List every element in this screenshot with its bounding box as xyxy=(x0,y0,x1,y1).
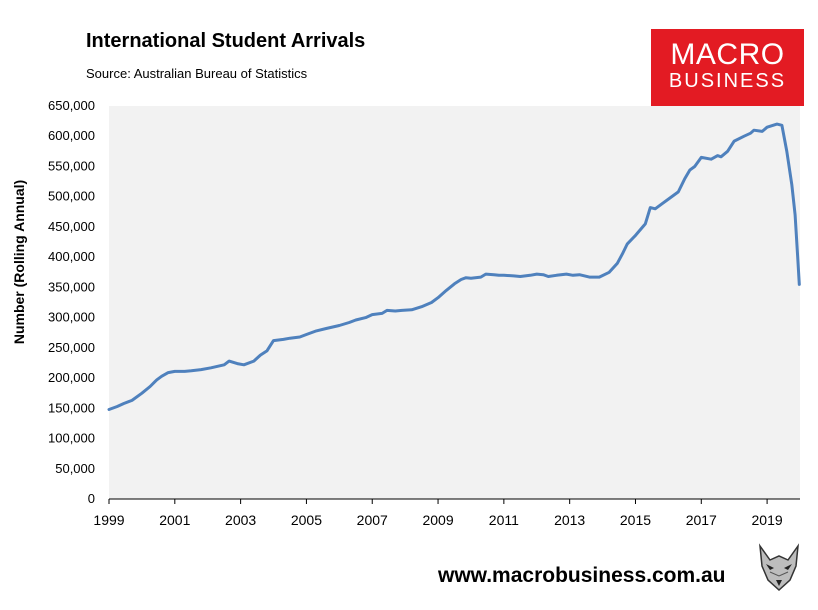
x-tick-label: 2007 xyxy=(357,512,388,528)
y-tick-label: 200,000 xyxy=(48,370,95,385)
y-tick-label: 250,000 xyxy=(48,340,95,355)
y-tick-label: 550,000 xyxy=(48,158,95,173)
y-tick-label: 150,000 xyxy=(48,400,95,415)
x-tick-label: 2001 xyxy=(159,512,190,528)
x-axis: 1999 2001 2003 2005 2007 2009 2011 2013 2015 2017… xyxy=(93,499,783,528)
x-tick-label: 2017 xyxy=(686,512,717,528)
series-line-student-arrivals xyxy=(107,122,801,411)
logo-line-1: MACRO xyxy=(670,38,785,71)
fox-icon xyxy=(756,542,802,594)
y-tick-label: 0 xyxy=(88,491,95,506)
logo-line-2: BUSINESS xyxy=(668,70,787,92)
y-tick-label: 600,000 xyxy=(48,128,95,143)
macrobusiness-logo: MACRO BUSINESS xyxy=(651,29,804,106)
x-tick-label: 2015 xyxy=(620,512,651,528)
x-tick-label: 1999 xyxy=(93,512,124,528)
y-tick-label: 400,000 xyxy=(48,249,95,264)
x-tick-label: 2019 xyxy=(752,512,783,528)
y-tick-label: 350,000 xyxy=(48,279,95,294)
y-tick-label: 450,000 xyxy=(48,219,95,234)
x-tick-label: 2005 xyxy=(291,512,322,528)
x-tick-label: 2011 xyxy=(489,512,519,528)
x-tick-label: 2003 xyxy=(225,512,256,528)
y-tick-label: 50,000 xyxy=(55,461,95,476)
y-tick-label: 300,000 xyxy=(48,310,95,325)
x-tick-label: 2009 xyxy=(422,512,453,528)
y-axis-label: Number (Rolling Annual) xyxy=(11,180,27,344)
y-tick-label: 650,000 xyxy=(48,98,95,113)
chart-title: International Student Arrivals xyxy=(86,30,366,52)
y-tick-label: 100,000 xyxy=(48,431,95,446)
x-tick-label: 2013 xyxy=(554,512,585,528)
plot-area xyxy=(109,106,800,499)
website-url: www.macrobusiness.com.au xyxy=(438,564,726,587)
y-tick-label: 500,000 xyxy=(48,189,95,204)
chart-source: Source: Australian Bureau of Statistics xyxy=(86,66,308,81)
y-axis: 0 50,000 100,000 150,000 200,000 250,000 300,0… xyxy=(48,98,95,506)
